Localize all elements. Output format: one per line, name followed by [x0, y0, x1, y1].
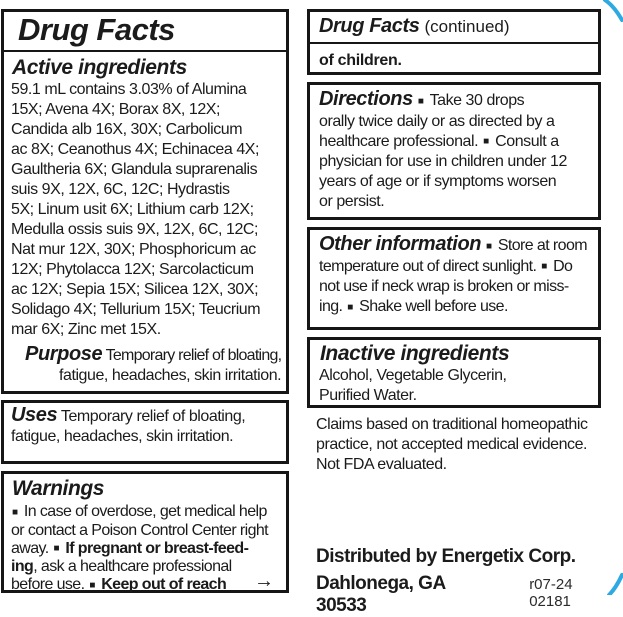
bullet-square-icon: ■ [53, 543, 60, 554]
bullet-square-icon: ■ [12, 506, 19, 518]
distributor-name: Distributed by Energetix Corp. [316, 546, 576, 567]
inactive-ingredients-text: Alcohol, Vegetable Glycerin, Purified Wat… [319, 367, 507, 404]
bullet-square-icon: ■ [347, 301, 354, 313]
warnings-panel: Warnings ■ In case of overdose, get medi… [1, 471, 289, 593]
drug-facts-continued-header: Drug Facts (continued) [319, 15, 595, 38]
distributor-city-row: Dahlonega, GA 30533 r07-24 02181 [316, 573, 618, 617]
other-information-text: Other information ■ Store at room tempera… [319, 233, 588, 315]
arrow-right-icon: → [254, 570, 274, 592]
inactive-ingredients-panel: Inactive ingredients Alcohol, Vegetable … [307, 337, 601, 408]
uses-text: Uses Temporary relief of bloating, fatigu… [11, 404, 246, 445]
of-children-text: of children. [319, 52, 402, 69]
warnings-text: ■ In case of overdose, get medical help o… [11, 503, 274, 593]
drug-facts-continued-panel: Drug Facts (continued) of children. [307, 9, 601, 75]
drug-facts-continued-title: Drug Facts [319, 15, 420, 37]
distributor-city: Dahlonega, GA 30533 [316, 573, 445, 616]
die-cut-top-right-icon [603, 0, 623, 22]
drug-facts-main-panel: Drug Facts Active ingredients 59.1 mL co… [1, 9, 289, 394]
title-divider [4, 50, 286, 52]
bullet-square-icon: ■ [541, 261, 548, 272]
other-information-panel: Other information ■ Store at room tempera… [307, 227, 601, 330]
directions-text: Directions ■ Take 30 drops orally twice d… [319, 88, 567, 210]
bullet-square-icon: ■ [483, 136, 490, 147]
purpose-text: Purpose Temporary relief of bloating, fat… [25, 343, 282, 384]
distributor-footer: Distributed by Energetix Corp. Dahlonega… [316, 545, 618, 617]
uses-panel: Uses Temporary relief of bloating, fatigu… [1, 400, 289, 464]
revision-code: r07-24 02181 [529, 576, 573, 610]
drug-facts-title: Drug Facts [18, 12, 175, 47]
directions-panel: Directions ■ Take 30 drops orally twice d… [307, 82, 601, 220]
bullet-square-icon: ■ [485, 240, 492, 252]
bullet-square-icon: ■ [417, 95, 424, 107]
inactive-ingredients-heading: Inactive ingredients [320, 342, 510, 365]
warnings-heading: Warnings [12, 477, 105, 500]
continued-divider [310, 42, 598, 44]
claims-disclaimer-text: Claims based on traditional homeopathic p… [316, 416, 588, 473]
bullet-square-icon: ■ [89, 579, 96, 591]
continued-label: (continued) [424, 17, 510, 36]
active-ingredients-text: 59.1 mL contains 3.03% of Alumina 15X; Av… [11, 81, 261, 338]
active-ingredients-heading: Active ingredients [12, 56, 187, 79]
